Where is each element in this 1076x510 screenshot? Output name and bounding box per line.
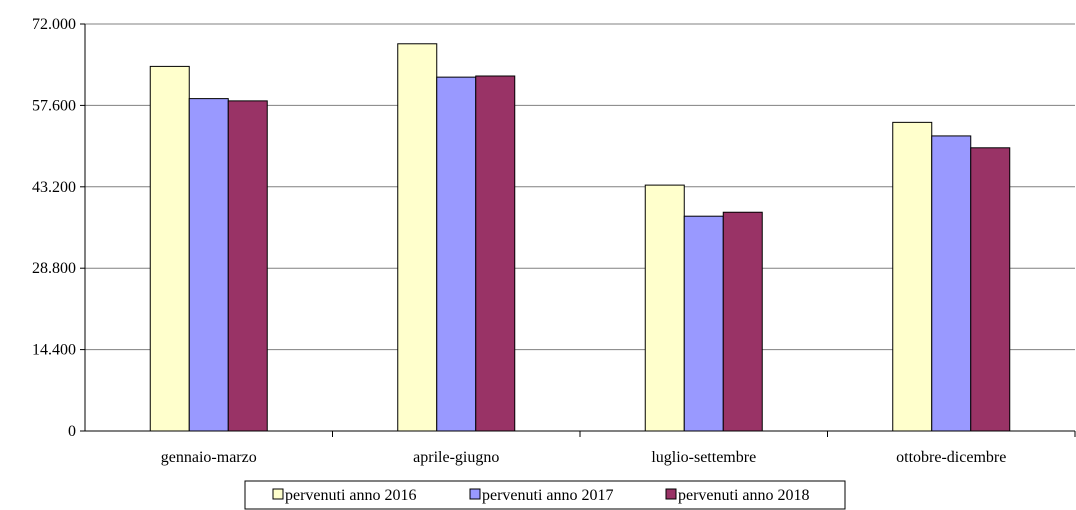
- bar-2017-luglio-settembre: [683, 215, 724, 432]
- x-category-label: gennaio-marzo: [161, 449, 257, 466]
- legend: pervenuti anno 2016 pervenuti anno 2017 …: [244, 480, 846, 510]
- y-tick-label: 72.000: [32, 16, 76, 33]
- bars: [149, 43, 1011, 432]
- bar-2016-gennaio-marzo: [149, 65, 190, 432]
- y-tick-label: 57.600: [32, 97, 76, 114]
- bar-2017-ottobre-dicembre: [931, 135, 972, 432]
- legend-label-2016: pervenuti anno 2016: [285, 487, 417, 504]
- x-category-label: luglio-settembre: [651, 449, 756, 466]
- y-tick-label: 28.800: [32, 260, 76, 277]
- legend-swatch-2016: [272, 488, 284, 500]
- legend-label-2017: pervenuti anno 2017: [482, 487, 614, 504]
- y-tick-label: 14.400: [32, 342, 76, 359]
- legend-label-2018: pervenuti anno 2018: [678, 487, 810, 504]
- bar-2016-luglio-settembre: [644, 184, 685, 432]
- legend-box: [244, 480, 846, 510]
- bar-2016-ottobre-dicembre: [892, 121, 933, 432]
- bar-2018-ottobre-dicembre: [970, 147, 1011, 432]
- bar-2018-aprile-giugno: [475, 75, 516, 432]
- y-tick-labels: 0 14.400 28.800 43.200 57.600 72.000: [32, 16, 76, 440]
- bar-2018-luglio-settembre: [722, 211, 763, 432]
- x-category-labels: gennaio-marzo aprile-giugno luglio-sette…: [161, 449, 1007, 466]
- bar-2018-gennaio-marzo: [227, 100, 268, 432]
- bar-2017-aprile-giugno: [436, 76, 477, 432]
- legend-swatch-2017: [469, 488, 481, 500]
- x-category-label: ottobre-dicembre: [896, 449, 1006, 466]
- legend-swatch-2018: [665, 488, 677, 500]
- bar-2016-aprile-giugno: [397, 43, 438, 432]
- y-tick-label: 43.200: [32, 179, 76, 196]
- bar-2017-gennaio-marzo: [188, 98, 229, 432]
- y-tick-label: 0: [68, 423, 76, 440]
- x-category-label: aprile-giugno: [413, 449, 499, 466]
